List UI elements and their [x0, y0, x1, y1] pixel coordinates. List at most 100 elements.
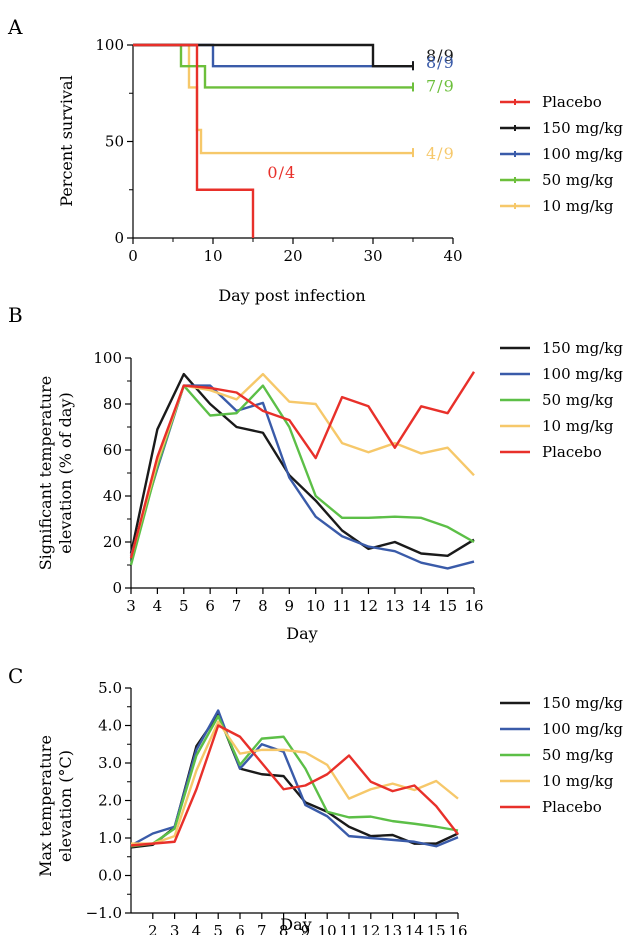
series-line — [131, 720, 459, 845]
x-tick-label: 4 — [192, 922, 202, 935]
legend-entry: 150 mg/kg — [542, 119, 623, 137]
y-tick-label: 3.0 — [98, 754, 122, 772]
y-axis-label-line: Significant temperature — [36, 376, 55, 571]
x-tick-label: 8 — [279, 922, 289, 935]
legend-entry: 50 mg/kg — [542, 171, 614, 189]
survival-fraction-label: 0/4 — [267, 163, 296, 182]
x-axis-label: Day — [286, 624, 317, 643]
series-line — [129, 384, 475, 570]
legend-entry: Placebo — [542, 93, 602, 111]
panel-letter-b: B — [8, 303, 23, 327]
x-tick-label: 0 — [128, 247, 138, 265]
y-axis-label-line: elevation (% of day) — [56, 392, 75, 553]
x-axis-label: Day — [280, 915, 311, 934]
survival-line — [133, 43, 255, 238]
legend-entry: 10 mg/kg — [542, 772, 614, 790]
x-tick-label: 12 — [361, 922, 380, 935]
x-tick-label: 15 — [438, 597, 457, 615]
x-tick-label: 30 — [363, 247, 382, 265]
x-tick-label: 6 — [235, 922, 245, 935]
x-tick-label: 5 — [179, 597, 189, 615]
survival-line — [133, 43, 413, 155]
x-tick-label: 3 — [170, 922, 180, 935]
x-tick-label: 5 — [213, 922, 223, 935]
x-tick-label: 11 — [333, 597, 352, 615]
y-tick-label: 1.0 — [98, 829, 122, 847]
legend-entry: 50 mg/kg — [542, 391, 614, 409]
x-tick-label: 8 — [258, 597, 268, 615]
x-tick-label: 10 — [318, 922, 337, 935]
legend-entry: 150 mg/kg — [542, 339, 623, 357]
x-tick-label: 14 — [412, 597, 431, 615]
y-axis-label: Max temperatureelevation (°C) — [36, 735, 75, 877]
x-tick-label: 20 — [283, 247, 302, 265]
y-axis-label-line: elevation (°C) — [56, 750, 75, 862]
y-tick-label: 100 — [93, 349, 122, 367]
legend-entry: 100 mg/kg — [542, 145, 623, 163]
y-tick-label: 50 — [105, 133, 124, 151]
x-tick-label: 13 — [383, 922, 402, 935]
y-tick-label: 0.0 — [98, 867, 122, 885]
panel-c-temperature-chart: 2 3 4 5 6 7 8 9 10 11 12 13 14 15 16 −1.0 0.0 1.0 2.0 3.0 4.… — [36, 679, 623, 935]
y-tick-label: 60 — [103, 441, 122, 459]
series-line — [129, 372, 475, 559]
y-tick-label: 5.0 — [98, 679, 122, 697]
legend-entry: 100 mg/kg — [542, 365, 623, 383]
y-tick-label: 80 — [103, 395, 122, 413]
y-tick-label: 0 — [114, 229, 124, 247]
x-axis-label: Day post infection — [218, 286, 365, 305]
x-tick-label: 6 — [205, 597, 215, 615]
x-tick-label: 13 — [385, 597, 404, 615]
survival-fraction-label: 8/9 — [426, 46, 455, 65]
x-tick-label: 14 — [405, 922, 424, 935]
survival-fraction-label: 8/9 — [426, 53, 455, 72]
x-tick-label: 9 — [301, 922, 311, 935]
x-tick-label: 9 — [285, 597, 295, 615]
x-tick-label: 4 — [153, 597, 163, 615]
panel-letter-a: A — [7, 15, 23, 39]
x-tick-label: 15 — [427, 922, 446, 935]
panel-b-temperature-chart: 3 4 5 6 7 8 9 10 11 12 13 14 15 16 0 20 40 60 80 100 Day Sign… — [36, 339, 623, 643]
legend-entry: Placebo — [542, 443, 602, 461]
series-line — [129, 384, 475, 566]
x-tick-label: 2 — [148, 922, 158, 935]
panel-a-survival-chart: 0 10 20 30 40 0 50 100 Day post infection Percent… — [57, 36, 623, 305]
y-axis-label: Significant temperatureelevation (% of d… — [36, 376, 75, 571]
y-axis-label: Percent survival — [57, 75, 76, 206]
y-tick-label: −1.0 — [86, 904, 122, 922]
series-line — [130, 714, 459, 848]
y-tick-label: 20 — [103, 533, 122, 551]
y-tick-label: 100 — [95, 36, 124, 54]
panel-letter-c: C — [8, 664, 23, 688]
legend-entry: 50 mg/kg — [542, 746, 614, 764]
series-line — [130, 724, 459, 847]
x-tick-label: 12 — [359, 597, 378, 615]
x-tick-label: 10 — [203, 247, 222, 265]
x-tick-label: 10 — [306, 597, 325, 615]
y-tick-label: 2.0 — [98, 792, 122, 810]
series-line — [129, 372, 475, 557]
y-tick-label: 40 — [103, 487, 122, 505]
survival-line — [133, 43, 413, 68]
legend-entry: 10 mg/kg — [542, 197, 614, 215]
series-line — [129, 371, 476, 559]
legend-entry: 150 mg/kg — [542, 694, 623, 712]
x-tick-label: 11 — [339, 922, 358, 935]
x-tick-label: 16 — [464, 597, 483, 615]
survival-fraction-label: 7/9 — [426, 76, 455, 95]
legend-entry: 100 mg/kg — [542, 720, 623, 738]
x-tick-label: 7 — [232, 597, 242, 615]
x-tick-label: 3 — [126, 597, 136, 615]
x-tick-label: 7 — [257, 922, 267, 935]
legend-entry: Placebo — [542, 798, 602, 816]
survival-fraction-label: 4/9 — [426, 144, 455, 163]
legend-entry: 10 mg/kg — [542, 417, 614, 435]
y-tick-label: 0 — [112, 579, 122, 597]
survival-line — [133, 43, 413, 68]
x-tick-label: 16 — [448, 922, 467, 935]
y-axis-label-line: Max temperature — [36, 735, 55, 877]
y-axis-label-line: Percent survival — [57, 75, 76, 206]
y-tick-label: 4.0 — [98, 717, 122, 735]
x-tick-label: 40 — [443, 247, 462, 265]
